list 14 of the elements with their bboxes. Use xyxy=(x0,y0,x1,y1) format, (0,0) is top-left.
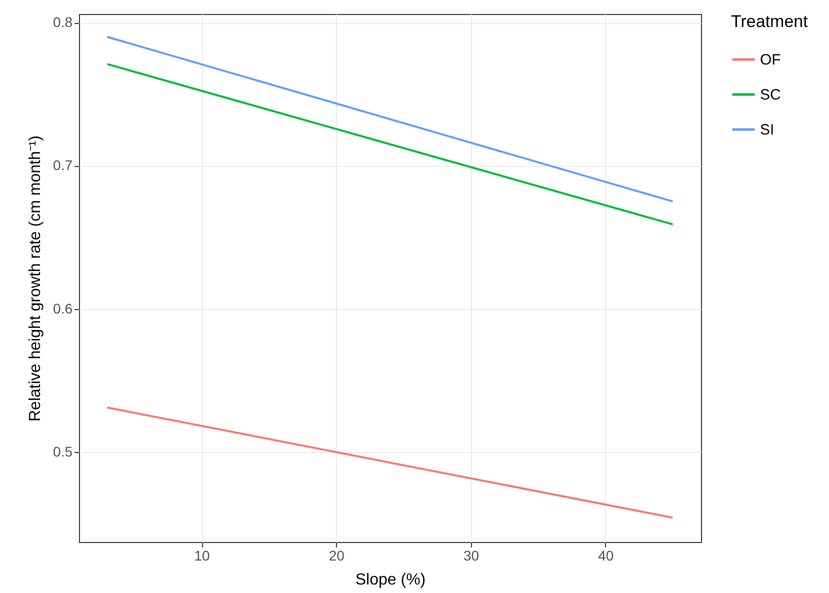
x-tick-label: 20 xyxy=(328,548,345,564)
legend-title: Treatment xyxy=(731,12,808,31)
y-tick-label: 0.7 xyxy=(53,157,73,174)
x-tick-label: 10 xyxy=(194,548,210,564)
y-tick-label: 0.8 xyxy=(53,14,73,30)
y-axis-title: Relative height growth rate (cm month⁻¹) xyxy=(27,136,44,422)
legend-label: SC xyxy=(760,86,782,104)
x-axis-title: Slope (%) xyxy=(355,572,426,588)
y-tick-label: 0.6 xyxy=(53,300,73,316)
y-tick-label: 0.5 xyxy=(53,443,73,460)
legend-label: SI xyxy=(760,122,774,138)
x-tick-label: 30 xyxy=(463,548,480,564)
x-tick-label: 40 xyxy=(598,548,614,564)
legend-label: OF xyxy=(760,52,781,68)
